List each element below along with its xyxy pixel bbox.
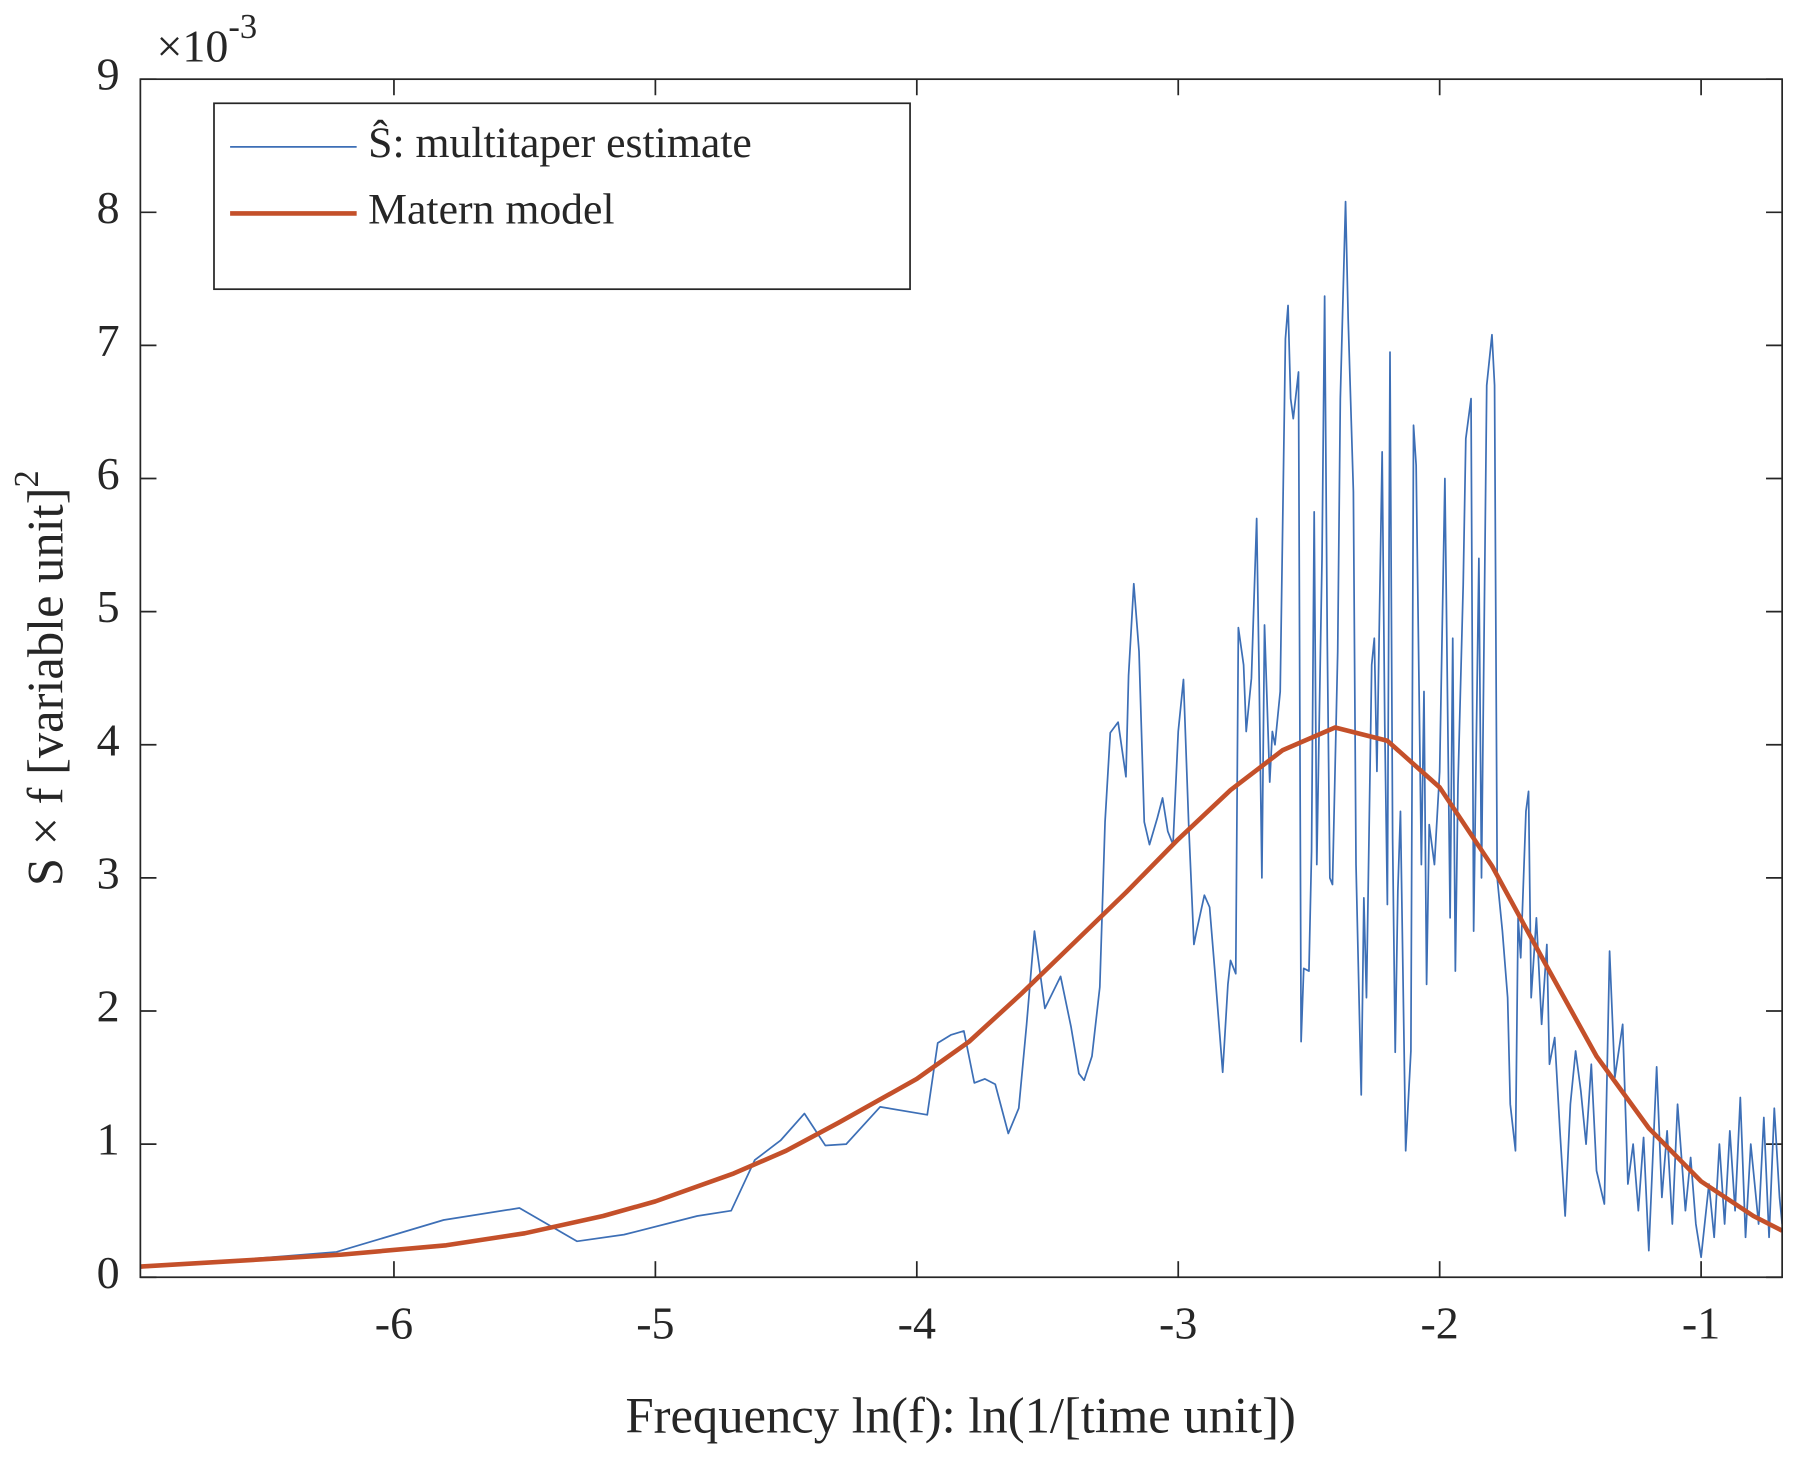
y-axis-label-superscript: 2 [8,470,46,487]
y-tick-label: 0 [97,1247,120,1298]
y-tick-label: 6 [97,448,120,499]
y-tick-label: 5 [97,581,120,632]
y-multiplier: ×10-3 [156,8,257,71]
y-multiplier-base: ×10 [156,20,228,71]
y-tick-label: 9 [97,49,120,100]
x-axis-label: Frequency ln(f): ln(1/[time unit]) [625,1387,1295,1443]
x-tick-label: -3 [1159,1297,1197,1348]
data-line [140,200,1783,1269]
x-tick-label: -6 [375,1297,413,1348]
y-tick-label: 4 [97,714,120,765]
y-tick-label: 3 [97,847,120,898]
legend-label: Ŝ: multitaper estimate [368,118,752,167]
plot-frame [139,78,1784,1279]
x-tick-label: -5 [636,1297,674,1348]
data-line [140,725,1783,1269]
x-tick-label: -2 [1421,1297,1459,1348]
y-tick-label: 2 [97,981,120,1032]
legend-label: Matern model [368,185,614,233]
y-axis-label: S × f [variable unit]2 [8,470,73,886]
y-tick-label: 1 [97,1114,120,1165]
y-tick-label: 7 [97,315,120,366]
y-axis-label-text: S × f [variable unit] [17,488,73,887]
y-tick-label: 8 [97,182,120,233]
x-tick-label: -1 [1682,1297,1720,1348]
x-tick-label: -4 [898,1297,936,1348]
legend-box [213,102,911,291]
y-multiplier-exponent: -3 [228,8,257,46]
